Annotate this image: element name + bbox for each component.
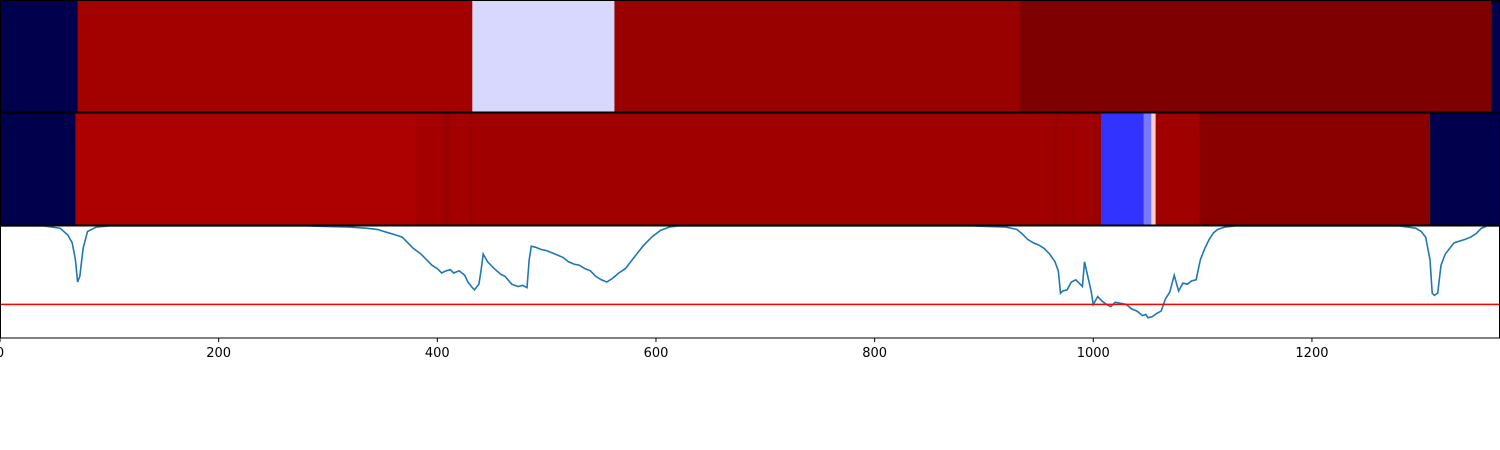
x-axis: 0 200 400 600 800 1000 1200 <box>0 338 1329 361</box>
heatmap-cell <box>614 0 1021 112</box>
x-tick-label: 0 <box>0 346 4 361</box>
x-tick-label: 400 <box>425 346 450 361</box>
heatmap-cell <box>1430 113 1500 225</box>
heatmap-cell <box>0 0 79 112</box>
heatmap-cell <box>470 113 473 225</box>
heatmap-cell <box>1071 113 1076 225</box>
heatmap-cell <box>443 113 450 225</box>
line-panel <box>0 225 1500 339</box>
heatmap-cell <box>1143 113 1152 225</box>
heatmap-cell <box>1151 113 1157 225</box>
heatmap-cell <box>1093 113 1102 225</box>
heatmap-cell <box>472 113 1055 225</box>
x-tick-label: 1000 <box>1077 346 1110 361</box>
heatmap-cell <box>1020 0 1492 112</box>
x-tick-label: 600 <box>644 346 669 361</box>
heatmap-cell <box>1100 113 1145 225</box>
heatmap-cell <box>1053 113 1059 225</box>
x-tick-label: 800 <box>862 346 887 361</box>
heatmap-panel-top <box>0 0 1500 113</box>
x-tick-label: 200 <box>206 346 231 361</box>
heatmap-cell <box>1058 113 1073 225</box>
x-tick-label: 1200 <box>1295 346 1328 361</box>
heatmap-cell <box>472 0 616 112</box>
heatmap-cell <box>1491 0 1500 112</box>
heatmap-cell <box>1074 113 1094 225</box>
heatmap-cell <box>449 113 471 225</box>
heatmap-cell <box>0 113 77 225</box>
heatmap-panel-middle <box>0 112 1500 226</box>
heatmap-cell <box>1155 113 1200 225</box>
heatmap-cell <box>1199 113 1431 225</box>
heatmap-cell <box>77 0 473 112</box>
heatmap-cell <box>416 113 445 225</box>
heatmap-cell <box>75 113 418 225</box>
series-line <box>0 226 1500 319</box>
panel-frame <box>0 225 1500 339</box>
